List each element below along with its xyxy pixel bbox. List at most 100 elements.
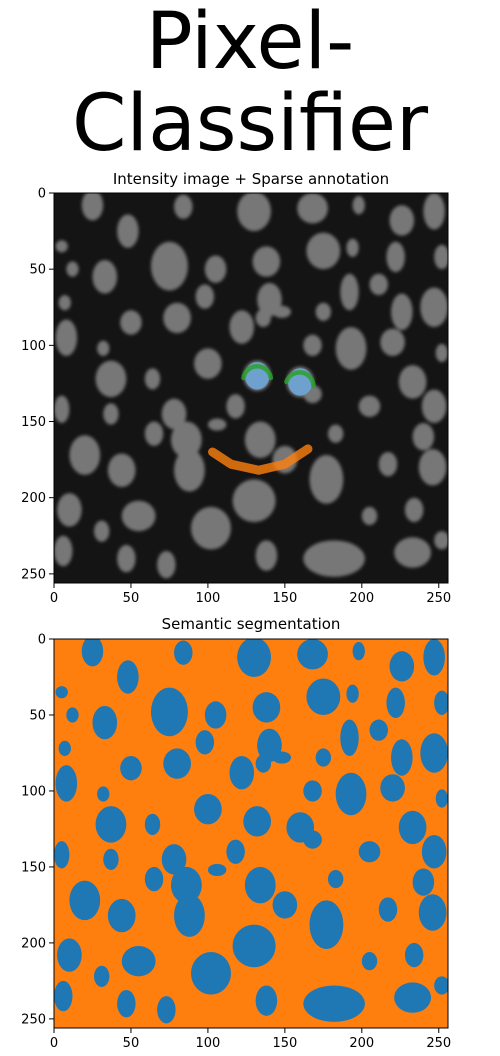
- figure-title-line2: Classifier: [71, 79, 429, 169]
- intensity-blob: [194, 348, 222, 379]
- subplot-segmentation: Semantic segmentation 0 50 100 150 200 250 0 50…: [21, 615, 451, 1051]
- segmentation-blob: [58, 740, 71, 757]
- segmentation-blob: [94, 965, 110, 987]
- x-tick-label: 100: [195, 591, 220, 606]
- segmentation-blob: [163, 748, 191, 779]
- y-tick-label: 50: [29, 263, 46, 278]
- intensity-blob: [412, 423, 435, 451]
- segmentation-blob: [55, 686, 68, 699]
- segmentation-blob: [346, 684, 359, 703]
- intensity-blob: [66, 261, 79, 277]
- segmentation-blob: [226, 839, 245, 864]
- intensity-blob: [391, 293, 413, 331]
- segmentation-blob: [252, 692, 281, 723]
- intensity-blob: [421, 389, 447, 424]
- intensity-blob: [120, 310, 142, 335]
- axes-frame-intensity: [53, 192, 449, 584]
- y-tick-label: 200: [21, 491, 46, 506]
- intensity-blob: [423, 193, 445, 230]
- segmentation-blob: [255, 754, 272, 773]
- intensity-blob: [306, 232, 341, 270]
- segmentation-blob: [54, 841, 70, 869]
- segmentation-blob: [120, 756, 142, 781]
- segmentation-blob: [404, 942, 424, 968]
- x-tick-label: 200: [349, 591, 374, 606]
- y-tick-label: 150: [21, 415, 46, 430]
- intensity-blob: [346, 238, 359, 257]
- segmentation-blob: [361, 952, 378, 971]
- intensity-blob: [434, 531, 448, 550]
- intensity-blob: [297, 193, 328, 224]
- intensity-blob: [117, 544, 136, 573]
- segmentation-blob: [243, 806, 272, 837]
- intensity-blob: [92, 260, 118, 294]
- y-tick-label: 250: [21, 1012, 46, 1027]
- intensity-blob: [420, 287, 448, 328]
- x-tick-label: 150: [272, 1036, 297, 1051]
- intensity-blob: [144, 368, 161, 390]
- x-tick-label: 0: [50, 591, 58, 606]
- segmentation-blobs: [54, 639, 448, 1024]
- x-tick-label: 50: [123, 1036, 140, 1051]
- intensity-blob: [237, 193, 272, 232]
- segmentation-blob: [412, 868, 435, 896]
- segmentation-blob: [389, 651, 415, 682]
- segmentation-blob: [237, 639, 272, 677]
- intensity-blob: [81, 193, 104, 221]
- segmentation-blob: [391, 739, 413, 776]
- x-tick-label: 150: [272, 591, 297, 606]
- segmentation-blob: [157, 996, 176, 1024]
- intensity-blob: [174, 448, 205, 492]
- intensity-blob: [435, 343, 448, 363]
- segmentation-blob: [117, 660, 139, 694]
- segmentation-blob: [394, 982, 432, 1013]
- intensity-blob: [54, 535, 73, 567]
- ticks-segmentation: 0 50 100 150 200 250 0 50 100 150 200 250: [21, 633, 451, 1052]
- sparse-annotation-layer: [208, 362, 316, 475]
- intensity-blob: [117, 214, 139, 248]
- segmentation-blob: [66, 707, 79, 723]
- segmentation-blob: [190, 952, 231, 995]
- intensity-blob: [389, 205, 415, 236]
- segmentation-blob: [57, 938, 82, 972]
- eye-stroke-right: [284, 370, 316, 389]
- intensity-blob: [352, 196, 365, 215]
- ticks-intensity: 0 50 100 150 200 250 0 50 100 150 200 250: [21, 187, 451, 607]
- x-tick-label: 250: [426, 1036, 451, 1051]
- segmentation-blob: [369, 719, 388, 741]
- y-tick-label: 100: [21, 784, 46, 799]
- segmentation-blob: [309, 900, 344, 949]
- segmentation-blob: [204, 701, 227, 729]
- intensity-blob: [121, 500, 156, 532]
- eye-stroke-left: [241, 364, 274, 381]
- intensity-blob: [303, 540, 365, 577]
- intensity-blob: [97, 340, 110, 357]
- segmentation-blob: [161, 844, 187, 875]
- segmentation-blob: [117, 990, 136, 1018]
- intensity-blob: [358, 395, 381, 417]
- y-tick-label: 50: [29, 708, 46, 723]
- segmentation-blob: [255, 985, 278, 1016]
- segmentation-blob: [107, 898, 136, 933]
- intensity-blob: [163, 302, 191, 334]
- segmentation-blob: [315, 748, 332, 767]
- segmentation-blob: [378, 897, 398, 922]
- segmentation-blob: [434, 690, 448, 715]
- y-tick-label: 0: [38, 187, 46, 202]
- segmentation-blob: [232, 924, 276, 968]
- segmentation-blob: [244, 866, 276, 904]
- y-tick-label: 100: [21, 339, 46, 354]
- intensity-blob: [434, 244, 448, 270]
- segmentation-blob: [170, 866, 202, 904]
- intensity-blob: [335, 327, 367, 370]
- intensity-blob: [369, 273, 388, 296]
- intensity-blob: [58, 295, 71, 311]
- segmentation-blob: [174, 640, 193, 665]
- intensity-blob: [232, 479, 276, 523]
- intensity-blob: [94, 520, 110, 542]
- intensity-blob: [54, 395, 70, 424]
- segmentation-blob: [174, 894, 205, 937]
- intensity-blob: [55, 240, 68, 253]
- segmentation-blob: [81, 639, 104, 667]
